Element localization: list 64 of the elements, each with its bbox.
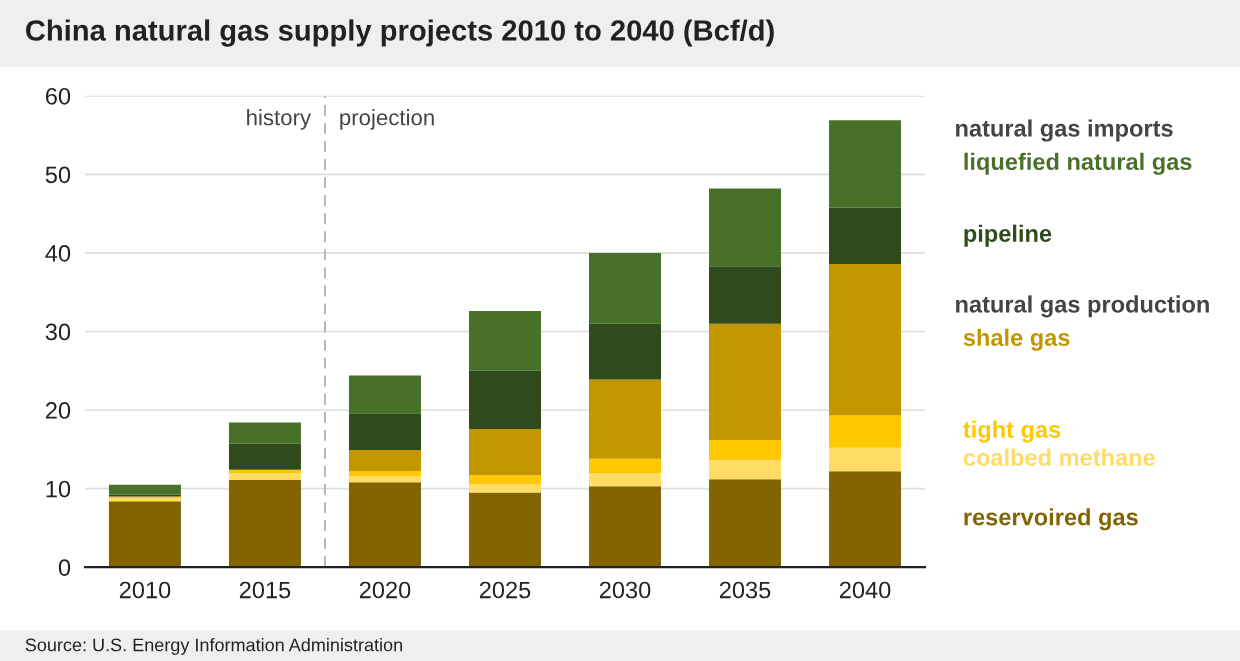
- bar: [829, 263, 902, 416]
- text: coalbed methane: [963, 448, 1155, 466]
- bar: [589, 472, 662, 487]
- bar: [468, 483, 541, 493]
- bar: [829, 447, 902, 472]
- text: shale gas: [963, 328, 1070, 351]
- bar: [348, 375, 421, 414]
- bar: [228, 422, 301, 444]
- bar: [348, 482, 421, 568]
- bar: [468, 370, 541, 429]
- bar: [589, 486, 662, 568]
- bar: [228, 472, 301, 480]
- bar: [468, 492, 541, 568]
- bar: [108, 501, 181, 568]
- text: pipeline: [964, 224, 1052, 247]
- text: tight gas: [963, 420, 1061, 443]
- text: liquefied natural gas: [964, 152, 1192, 175]
- y-tick-label: 30: [45, 323, 71, 341]
- text: natural gas production: [956, 295, 1209, 318]
- bar: [348, 413, 421, 451]
- bar: [709, 479, 782, 568]
- bar: [228, 479, 301, 568]
- annotation: history: [247, 109, 312, 130]
- bar: [829, 207, 902, 264]
- bar: [829, 471, 902, 568]
- y-tick-label: 20: [45, 402, 71, 419]
- y-tick-label: 0: [58, 559, 71, 576]
- annotation: projection: [340, 109, 434, 130]
- y-tick-label: 40: [45, 245, 71, 262]
- source-note: Source: U.S. Energy Information Administration: [25, 638, 402, 655]
- bar: [709, 323, 782, 440]
- bar: [348, 476, 421, 483]
- bar: [468, 428, 541, 476]
- bar: [589, 458, 662, 473]
- bar: [108, 498, 181, 502]
- bar: [589, 252, 662, 324]
- x-tick-label: 2020: [359, 581, 411, 599]
- x-tick-label: 2035: [719, 581, 771, 599]
- bar: [348, 450, 421, 472]
- bar: [589, 323, 662, 380]
- x-tick-label: 2025: [479, 581, 531, 599]
- bar: [709, 188, 782, 267]
- y-tick-label: 60: [45, 87, 71, 105]
- x-tick-label: 2015: [239, 581, 291, 599]
- bar: [228, 443, 301, 470]
- bar: [709, 460, 782, 480]
- bar: [589, 379, 662, 459]
- bar: [108, 484, 181, 495]
- y-tick-label: 50: [45, 166, 71, 184]
- bar: [829, 415, 902, 448]
- bar: [709, 266, 782, 324]
- text: reservoired gas: [964, 508, 1138, 531]
- bar: [468, 311, 541, 371]
- bar: [829, 120, 902, 208]
- bar: [468, 475, 541, 484]
- y-tick-label: 10: [46, 480, 71, 498]
- x-tick-label: 2040: [839, 581, 891, 599]
- bar: [348, 471, 421, 477]
- x-tick-label: 2010: [119, 581, 171, 599]
- bar: [709, 439, 782, 461]
- bar: [228, 469, 301, 473]
- chart-title: China natural gas supply projects 2010 to 2040 (Bcf/d): [26, 19, 774, 47]
- text: natural gas imports: [956, 119, 1173, 142]
- x-tick-label: 2030: [599, 581, 651, 599]
